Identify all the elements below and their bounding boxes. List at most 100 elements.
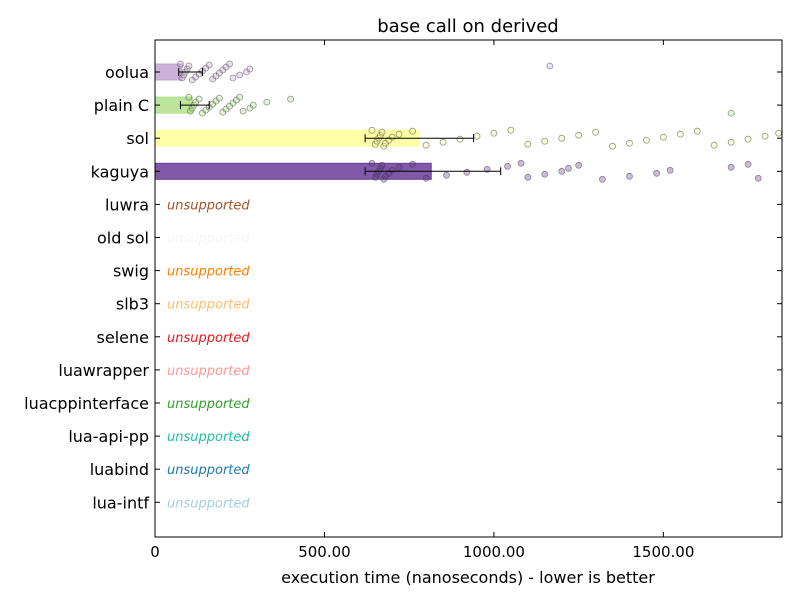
sample-point: [287, 95, 294, 103]
sample-point: [727, 163, 735, 171]
sample-point: [546, 62, 554, 70]
plot-frame: [154, 39, 783, 538]
x-tick-label: 500.00: [298, 543, 351, 561]
y-tick-label: slb3: [116, 295, 149, 314]
unsupported-label: unsupported: [167, 331, 250, 346]
chart-title: base call on derived: [377, 16, 558, 37]
y-tick-label: lua-api-pp: [68, 427, 149, 446]
unsupported-label: unsupported: [167, 364, 250, 379]
y-tick-label: swig: [113, 262, 149, 281]
sample-point: [215, 94, 223, 102]
sample-point: [517, 159, 525, 167]
sample-point: [185, 93, 193, 101]
sample-point: [744, 135, 752, 143]
sample-point: [473, 132, 481, 140]
sample-point: [239, 107, 247, 115]
unsupported-label: unsupported: [167, 397, 250, 412]
sample-point: [236, 71, 244, 79]
y-tick-label: luabind: [90, 460, 149, 479]
sample-point: [246, 65, 254, 73]
sample-point: [524, 173, 532, 181]
sample-point: [592, 128, 599, 136]
unsupported-label: unsupported: [167, 232, 250, 247]
unsupported-label: unsupported: [167, 430, 250, 445]
unsupported-label: unsupported: [167, 265, 250, 280]
x-tick-label: 1500.00: [632, 543, 694, 561]
sample-point: [236, 93, 244, 101]
x-axis-label: execution time (nanoseconds) - lower is …: [281, 568, 655, 587]
sample-point: [195, 95, 203, 103]
y-tick-label: luwra: [105, 195, 149, 214]
unsupported-label: unsupported: [167, 463, 250, 478]
sample-point: [490, 129, 498, 137]
unsupported-label: unsupported: [167, 298, 250, 313]
sample-point: [409, 160, 416, 168]
sample-point: [504, 162, 511, 170]
y-tick-label: plain C: [94, 96, 149, 115]
sample-point: [463, 168, 471, 176]
y-tick-label: selene: [97, 328, 149, 347]
sample-point: [263, 98, 271, 106]
sample-point: [388, 166, 396, 174]
sample-point: [177, 60, 184, 68]
sample-point: [249, 101, 257, 109]
sample-point: [643, 136, 650, 144]
sample-point: [626, 139, 633, 147]
plot-area: unsupported unsupported unsupported unsuppo…: [154, 60, 783, 511]
sample-point: [693, 127, 701, 135]
y-tick-label: kaguya: [91, 162, 149, 181]
y-tick-label: lua-intf: [92, 493, 149, 512]
sample-point: [456, 135, 464, 143]
sample-point: [575, 131, 583, 139]
sample-point: [666, 166, 674, 174]
sample-point: [388, 133, 396, 141]
sample-point: [558, 167, 566, 175]
y-tick-label: luacppinterface: [24, 394, 149, 413]
sample-point: [226, 60, 233, 68]
unsupported-label: unsupported: [167, 496, 250, 511]
sample-point: [744, 160, 752, 168]
y-tick-label: oolua: [105, 63, 149, 82]
sample-point: [565, 164, 572, 172]
unsupported-label: unsupported: [167, 198, 250, 213]
sample-point: [443, 171, 450, 179]
sample-point: [754, 174, 762, 182]
sample-point: [710, 141, 718, 149]
sample-point: [205, 61, 213, 69]
sample-point: [727, 109, 735, 117]
sample-point: [524, 140, 532, 148]
sample-point: [541, 170, 549, 178]
sample-point: [229, 74, 237, 82]
sample-point: [659, 133, 667, 141]
y-tick-label: luawrapper: [58, 361, 149, 380]
sample-point: [775, 129, 783, 137]
sample-point: [395, 130, 403, 138]
sample-point: [395, 163, 403, 171]
sample-point: [727, 138, 735, 146]
sample-point: [185, 62, 193, 70]
sample-point: [422, 141, 430, 149]
axes: oolua plain C sol kaguya luwra old sol swig slb…: [24, 40, 782, 561]
sample-point: [541, 137, 549, 145]
sample-point: [676, 130, 684, 138]
sample-point: [575, 161, 583, 169]
sample-point: [626, 172, 633, 180]
sample-point: [439, 138, 447, 146]
sample-point: [558, 134, 566, 142]
sample-point: [598, 175, 606, 183]
x-tick-label: 0: [150, 543, 160, 561]
sample-point: [761, 132, 769, 140]
sample-point: [422, 174, 430, 182]
y-tick-label: sol: [126, 129, 149, 148]
sample-point: [368, 126, 376, 134]
sample-point: [507, 126, 515, 134]
sample-point: [609, 142, 616, 150]
sample-point: [378, 161, 386, 169]
sample-point: [409, 127, 416, 135]
sample-point: [378, 128, 386, 136]
x-tick-label: 1000.00: [463, 543, 525, 561]
y-tick-label: old sol: [97, 229, 149, 248]
sample-point: [368, 159, 376, 167]
